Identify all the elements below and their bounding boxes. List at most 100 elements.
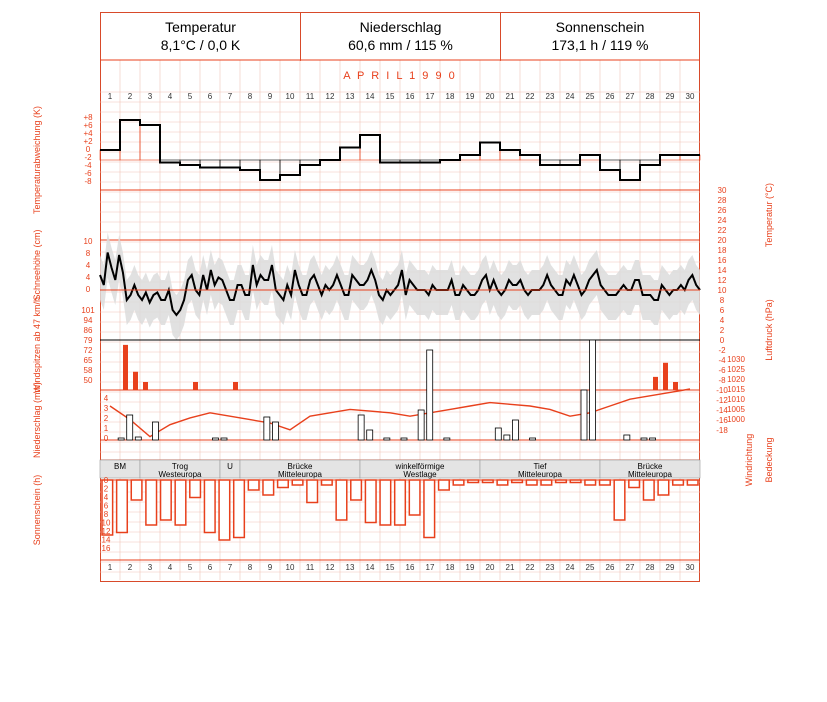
day-number-bottom: 21	[506, 563, 515, 572]
anomaly-tick: +8	[83, 113, 93, 122]
axis-label: Luftdruck (hPa)	[764, 299, 774, 361]
precipitation-bar	[117, 437, 125, 441]
precipitation-bar	[212, 437, 219, 441]
temperature-tick: 28	[718, 196, 727, 205]
snow-tick: 0	[86, 285, 91, 294]
day-number-bottom: 9	[268, 563, 273, 572]
anomaly-tick: +6	[83, 121, 93, 130]
day-number-bottom: 11	[306, 563, 315, 572]
day-number-bottom: 17	[426, 563, 435, 572]
precipitation-bar	[649, 437, 656, 441]
sunshine-bar	[276, 479, 289, 489]
temperature-tick: -14	[716, 406, 728, 415]
day-number-top: 16	[406, 92, 415, 101]
day-number-top: 11	[306, 92, 315, 101]
sunshine-bar	[657, 479, 670, 496]
anomaly-bar	[259, 159, 281, 181]
wind-gust-bar	[233, 382, 238, 390]
day-number-top: 22	[526, 92, 535, 101]
snow-tick: 10	[84, 237, 93, 246]
axis-label: Bedeckung	[764, 437, 774, 482]
day-number-top: 30	[686, 92, 695, 101]
day-number-bottom: 22	[526, 563, 535, 572]
precipitation-tick: 3	[104, 404, 109, 413]
wind-tick: 58	[84, 366, 93, 375]
day-number-top: 2	[128, 92, 133, 101]
precipitation-bar	[134, 436, 142, 441]
precipitation-bar	[366, 429, 374, 441]
temperature-tick: 18	[718, 246, 727, 255]
precipitation-bar	[263, 416, 271, 441]
sunshine-bar	[628, 479, 641, 489]
temperature-tick: 10	[718, 286, 727, 295]
weather-type-label: Mitteleuropa	[518, 470, 563, 479]
wind-tick: 65	[84, 356, 93, 365]
day-number-top: 24	[566, 92, 575, 101]
temperature-tick: -6	[718, 366, 726, 375]
precipitation-bar	[623, 434, 631, 441]
temperature-tick: 16	[718, 256, 727, 265]
sunshine-tick: 8	[104, 510, 109, 519]
temperature-tick: -2	[718, 346, 726, 355]
anomaly-bar	[139, 124, 161, 161]
axis-label: Sonnenschein (h)	[32, 475, 42, 546]
sunshine-value: 173,1 h / 119 %	[551, 37, 649, 53]
anomaly-bar	[119, 119, 141, 161]
sunshine-bar	[452, 479, 465, 486]
sunshine-tick: 6	[104, 502, 109, 511]
sunshine-title: Sonnenschein	[555, 19, 645, 35]
weather-type-label: Brücke	[638, 462, 663, 471]
sunshine-bar	[364, 479, 377, 524]
sunshine-bar	[642, 479, 655, 501]
pressure-tick: 1020	[727, 375, 745, 384]
day-number-bottom: 29	[666, 563, 675, 572]
wind-tick: 94	[84, 316, 93, 325]
day-number-top: 18	[446, 92, 455, 101]
temperature-tick: -12	[716, 396, 728, 405]
day-number-bottom: 2	[128, 563, 133, 572]
anomaly-bar	[199, 159, 221, 168]
pressure-tick: 1025	[727, 365, 745, 374]
precipitation-bar	[426, 349, 434, 441]
day-number-bottom: 28	[646, 563, 655, 572]
sunshine-bar	[350, 479, 363, 501]
sunshine-bar	[584, 479, 597, 486]
weather-type-label: BM	[114, 462, 126, 471]
anomaly-bar	[599, 159, 621, 171]
weather-type-label: Mitteleuropa	[628, 470, 673, 479]
sunshine-tick: 14	[102, 536, 111, 545]
day-number-bottom: 26	[606, 563, 615, 572]
pressure-tick: 1010	[727, 395, 745, 404]
temperature-tick: 24	[718, 216, 727, 225]
anomaly-bar	[499, 149, 521, 161]
precipitation-title: Niederschlag	[359, 19, 442, 35]
wind-tick: 79	[84, 336, 93, 345]
day-number-top: 21	[506, 92, 515, 101]
wind-gust-bar	[673, 382, 678, 390]
temperature-tick: 12	[718, 276, 727, 285]
precipitation-bar	[494, 427, 502, 441]
day-number-bottom: 15	[386, 563, 395, 572]
day-number-bottom: 16	[406, 563, 415, 572]
day-number-bottom: 13	[346, 563, 355, 572]
sunshine-bar	[467, 479, 480, 484]
weather-type-label: Westlage	[403, 470, 437, 479]
precipitation-bar	[272, 421, 279, 441]
anomaly-bar	[619, 159, 641, 181]
day-number-top: 25	[586, 92, 595, 101]
sunshine-bar	[613, 479, 626, 521]
precipitation-bar	[126, 414, 134, 441]
sunshine-bar	[232, 479, 246, 539]
day-number-top: 12	[326, 92, 335, 101]
temperature-tick: -16	[716, 416, 728, 425]
axis-label: Schneehöhe (cm)	[32, 229, 42, 300]
precipitation-bar	[580, 389, 588, 441]
wind-tick: 50	[84, 376, 93, 385]
snow-tick: 4	[86, 261, 91, 270]
temperature-tick: 4	[720, 316, 725, 325]
weather-type-label: U	[227, 462, 233, 471]
day-number-top: 3	[148, 92, 153, 101]
temperature-tick: 26	[718, 206, 727, 215]
anomaly-tick: +2	[83, 137, 93, 146]
